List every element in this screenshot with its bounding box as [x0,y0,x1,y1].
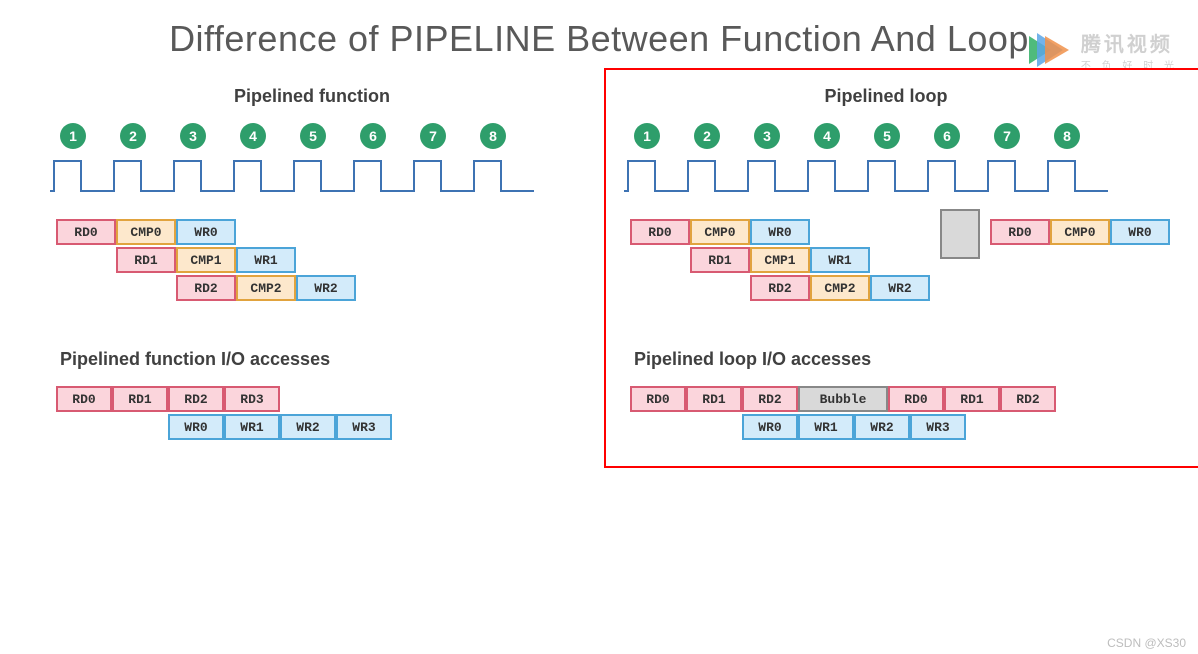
pipeline-stage: WR2 [296,275,356,301]
pipeline-stage: WR0 [176,219,236,245]
io-stage: RD3 [224,386,280,412]
cycle-badge: 5 [874,123,900,149]
clock-waveform-right [624,151,1114,201]
pipeline-stage: WR0 [1110,219,1170,245]
io-stages-right: RD0RD1RD2BubbleRD0RD1RD2WR0WR1WR2WR3 [630,386,1148,446]
pipeline-stage: RD1 [116,247,176,273]
cycle-badges-right: 1 2 3 4 5 6 7 8 [634,123,1148,149]
pipeline-stage: RD0 [56,219,116,245]
section-title-func-io: Pipelined function I/O accesses [60,349,574,370]
io-stage: RD2 [1000,386,1056,412]
io-stage: RD0 [888,386,944,412]
cycle-badge: 6 [360,123,386,149]
io-stage: WR3 [910,414,966,440]
pipeline-stages-left: RD0CMP0WR0RD1CMP1WR1RD2CMP2WR2 [56,219,574,319]
pipeline-stage: WR2 [870,275,930,301]
cycle-badge: 2 [120,123,146,149]
pipeline-stage: CMP0 [690,219,750,245]
io-stage: WR3 [336,414,392,440]
pipeline-stage: CMP2 [810,275,870,301]
pipeline-stage: CMP1 [750,247,810,273]
column-pipelined-function: Pipelined function 12345678 RD0CMP0WR0RD… [40,70,584,456]
pipeline-stage: CMP2 [236,275,296,301]
pipeline-stage: WR1 [810,247,870,273]
cycle-badge: 8 [1054,123,1080,149]
cycle-badge: 7 [994,123,1020,149]
pipeline-stage: CMP0 [1050,219,1110,245]
tencent-video-icon [1023,30,1073,70]
pipeline-stage: CMP1 [176,247,236,273]
io-stage: RD1 [944,386,1000,412]
cycle-badge: 3 [754,123,780,149]
io-stage: WR0 [742,414,798,440]
pipeline-stage: WR0 [750,219,810,245]
io-stage: WR2 [280,414,336,440]
cycle-badge: 5 [300,123,326,149]
cycle-badge: 8 [480,123,506,149]
cycle-badge: 7 [420,123,446,149]
io-stage: WR0 [168,414,224,440]
io-stages-left: RD0RD1RD2RD3WR0WR1WR2WR3 [56,386,574,446]
io-stage: RD0 [630,386,686,412]
bubble-stage: Bubble [798,386,888,412]
io-stage: RD1 [112,386,168,412]
cycle-badge: 2 [694,123,720,149]
page-title: Difference of PIPELINE Between Function … [0,18,1198,60]
footer-watermark: CSDN @XS30 [1107,636,1186,650]
io-stage: RD0 [56,386,112,412]
io-stage: WR2 [854,414,910,440]
pipeline-stage: RD0 [630,219,690,245]
io-stage: WR1 [224,414,280,440]
io-stage: RD1 [686,386,742,412]
pipeline-stage: RD2 [176,275,236,301]
cycle-badge: 6 [934,123,960,149]
cycle-badge: 1 [634,123,660,149]
pipeline-stage: WR1 [236,247,296,273]
section-title-pipelined-loop: Pipelined loop [624,86,1148,107]
section-title-pipelined-function: Pipelined function [50,86,574,107]
watermark-chinese: 腾讯视频 [1081,28,1178,57]
cycle-badge: 3 [180,123,206,149]
io-stage: WR1 [798,414,854,440]
watermark-logo: 腾讯视频 不 负 好 时 光 [1023,28,1178,72]
clock-waveform-left [50,151,540,201]
io-stage: RD2 [742,386,798,412]
io-stage: RD2 [168,386,224,412]
bubble-block [940,209,980,259]
section-title-loop-io: Pipelined loop I/O accesses [634,349,1148,370]
pipeline-stage: RD2 [750,275,810,301]
column-pipelined-loop: Pipelined loop 12345678 RD0CMP0WR0RD1CMP… [614,70,1158,456]
cycle-badge: 4 [240,123,266,149]
cycle-badge: 1 [60,123,86,149]
pipeline-stages-right: RD0CMP0WR0RD1CMP1WR1RD2CMP2WR2RD0CMP0WR0 [630,219,1148,319]
pipeline-stage: RD0 [990,219,1050,245]
pipeline-stage: CMP0 [116,219,176,245]
cycle-badges-left: 1 2 3 4 5 6 7 8 [60,123,574,149]
cycle-badge: 4 [814,123,840,149]
pipeline-stage: RD1 [690,247,750,273]
